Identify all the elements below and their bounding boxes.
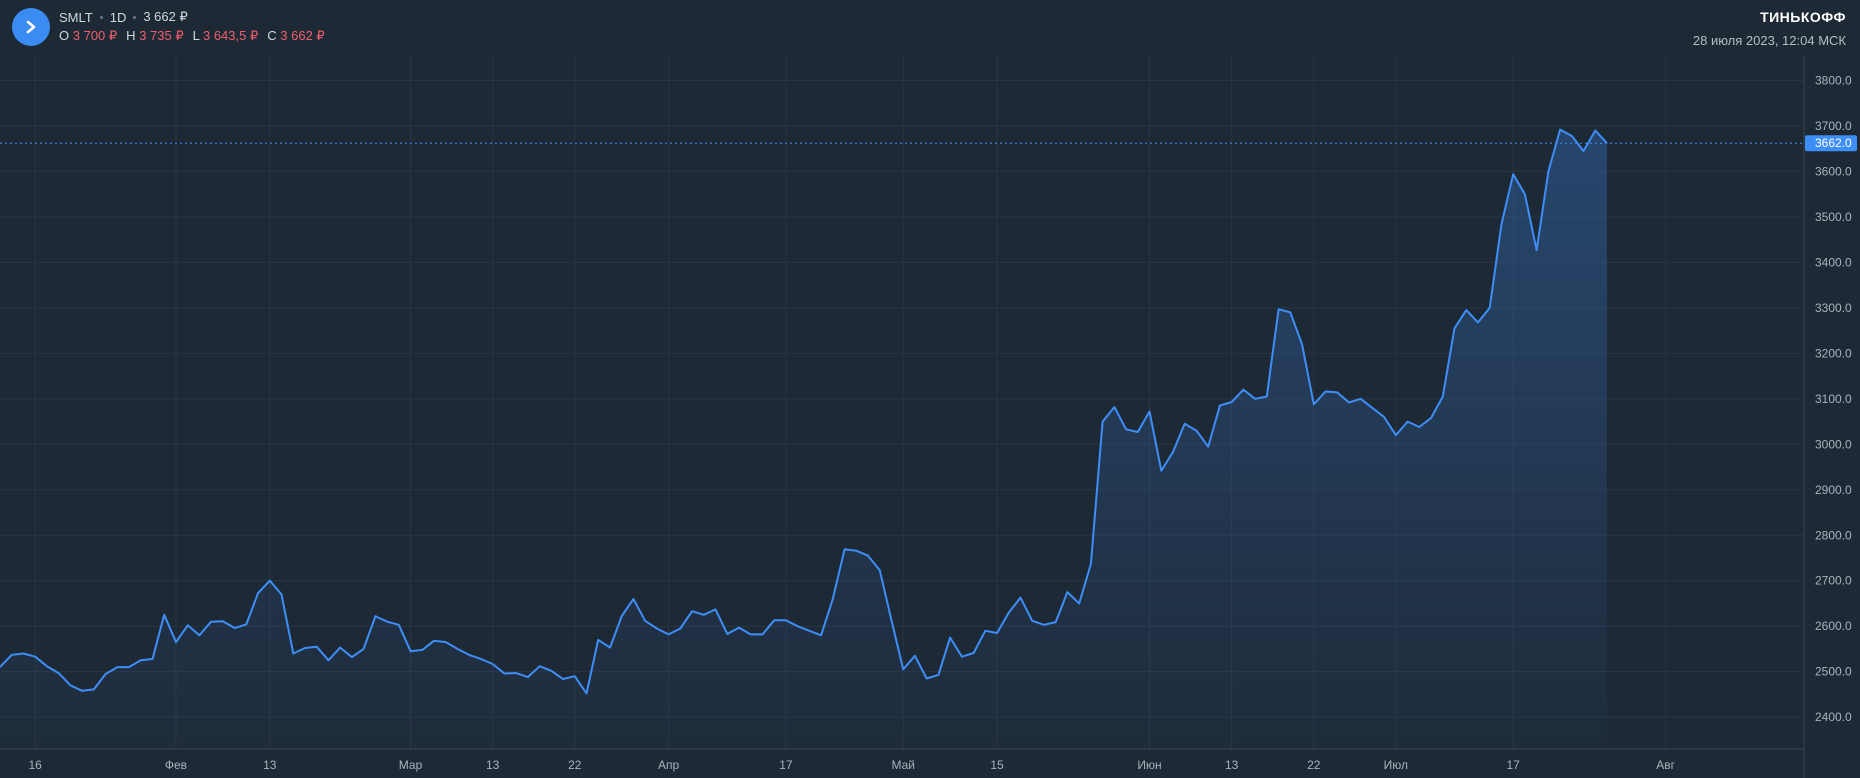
- price-tag-label: 3662.0: [1815, 136, 1852, 150]
- tinkoff-logo-icon: [12, 8, 50, 46]
- x-tick-label: 13: [1225, 758, 1239, 772]
- x-tick-label: Июл: [1384, 758, 1408, 772]
- x-tick-label: 13: [486, 758, 500, 772]
- ohlc-open: O 3 700 ₽: [59, 28, 118, 43]
- separator-dot: [99, 15, 103, 19]
- y-tick-label: 3500.0: [1815, 210, 1852, 224]
- x-tick-label: 17: [779, 758, 793, 772]
- y-axis[interactable]: 3800.0 3700.0 3600.0 3500.0 3400.0 3300.0 3200…: [1815, 73, 1852, 724]
- price-line: [0, 128, 1608, 695]
- interval-label[interactable]: 1D: [109, 9, 127, 25]
- price-tag-background: [1805, 135, 1857, 152]
- ohlc-high: H 3 735 ₽: [126, 28, 184, 43]
- ohlc-close: C 3 662 ₽: [267, 28, 325, 43]
- y-tick-label: 2600.0: [1815, 619, 1852, 633]
- x-axis[interactable]: 16 Фев 13 Мар 13 22 Апр 17 Май 15 Июн 13 22 Июл 17 Авг: [29, 758, 1676, 772]
- x-tick-label: 22: [568, 758, 582, 772]
- y-tick-label: 2900.0: [1815, 483, 1852, 497]
- chart-header: SMLT 1D 3 662 ₽ O 3 700 ₽ H 3 735 ₽ L 3 …: [12, 8, 325, 46]
- x-tick-label: 16: [29, 758, 43, 772]
- ohlc-row: O 3 700 ₽ H 3 735 ₽ L 3 643,5 ₽ C 3 662 …: [59, 28, 325, 46]
- y-tick-label: 3000.0: [1815, 437, 1852, 451]
- ohlc-low: L 3 643,5 ₽: [192, 28, 259, 43]
- y-tick-label: 2400.0: [1815, 710, 1852, 724]
- last-price: 3 662 ₽: [143, 9, 188, 24]
- y-tick-label: 3300.0: [1815, 301, 1852, 315]
- x-tick-label: Мар: [399, 758, 423, 772]
- x-tick-label: 13: [263, 758, 277, 772]
- x-tick-label: Фев: [165, 758, 187, 772]
- price-area-fill: [0, 129, 1607, 750]
- y-tick-label: 3100.0: [1815, 392, 1852, 406]
- brand-block: ТИНЬКОФФ 28 июля 2023, 12:04 МСК: [1693, 9, 1846, 48]
- brand-name: ТИНЬКОФФ: [1760, 9, 1846, 25]
- y-tick-label: 3700.0: [1815, 119, 1852, 133]
- y-tick-label: 2500.0: [1815, 665, 1852, 679]
- separator-dot: [133, 15, 137, 19]
- y-tick-label: 3600.0: [1815, 164, 1852, 178]
- ticker-row: SMLT 1D 3 662 ₽: [59, 8, 325, 26]
- x-tick-label: Июн: [1137, 758, 1161, 772]
- x-tick-label: Апр: [658, 758, 680, 772]
- y-tick-label: 3400.0: [1815, 255, 1852, 269]
- ticker-symbol[interactable]: SMLT: [59, 9, 93, 25]
- timestamp: 28 июля 2023, 12:04 МСК: [1692, 33, 1846, 48]
- x-tick-label: Май: [891, 758, 915, 772]
- y-tick-label: 2700.0: [1815, 574, 1852, 588]
- y-tick-label: 3800.0: [1815, 73, 1852, 87]
- x-tick-label: 17: [1506, 758, 1520, 772]
- x-tick-label: 22: [1307, 758, 1321, 772]
- y-tick-label: 3200.0: [1815, 346, 1852, 360]
- x-tick-label: 15: [990, 758, 1004, 772]
- x-tick-label: Авг: [1656, 758, 1675, 772]
- current-price-tag: 3662.0: [1805, 135, 1857, 152]
- y-tick-label: 2800.0: [1815, 528, 1852, 542]
